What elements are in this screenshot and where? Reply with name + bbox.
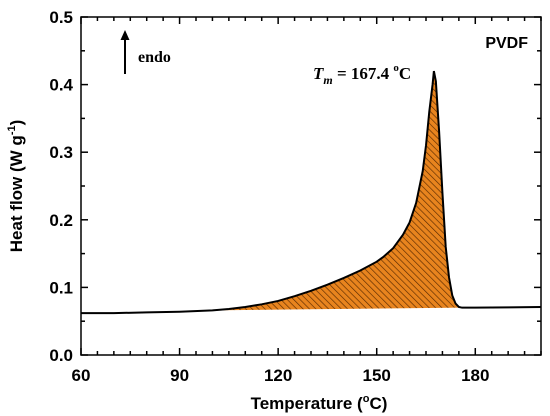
peak-area-fill: [212, 71, 463, 311]
heat-flow-curve: [81, 70, 541, 315]
y-tick-label-0.3: 0.3: [49, 143, 73, 162]
x-tick-label-90: 90: [170, 366, 189, 385]
endo-label: endo: [138, 49, 171, 66]
sample-label: PVDF: [485, 35, 528, 52]
tm-annotation: Tm = 167.4 oC: [313, 62, 411, 87]
x-tick-label-120: 120: [264, 366, 292, 385]
x-tick-label-60: 60: [72, 366, 91, 385]
endo-annotation: endo: [120, 30, 171, 74]
x-axis-title: Temperature (oC): [251, 393, 388, 413]
y-tick-label-0.4: 0.4: [49, 76, 73, 95]
y-axis-title: Heat flow (W g-1): [6, 120, 26, 253]
plot-frame: [80, 16, 542, 356]
x-tick-label-180: 180: [461, 366, 489, 385]
y-tick-label-0.2: 0.2: [49, 211, 73, 230]
y-tick-label-0.0: 0.0: [49, 346, 73, 365]
y-tick-label-0.1: 0.1: [49, 278, 73, 297]
endo-arrowhead-icon: [120, 30, 130, 40]
y-tick-label-0.5: 0.5: [49, 8, 73, 27]
x-tick-label-150: 150: [363, 366, 391, 385]
